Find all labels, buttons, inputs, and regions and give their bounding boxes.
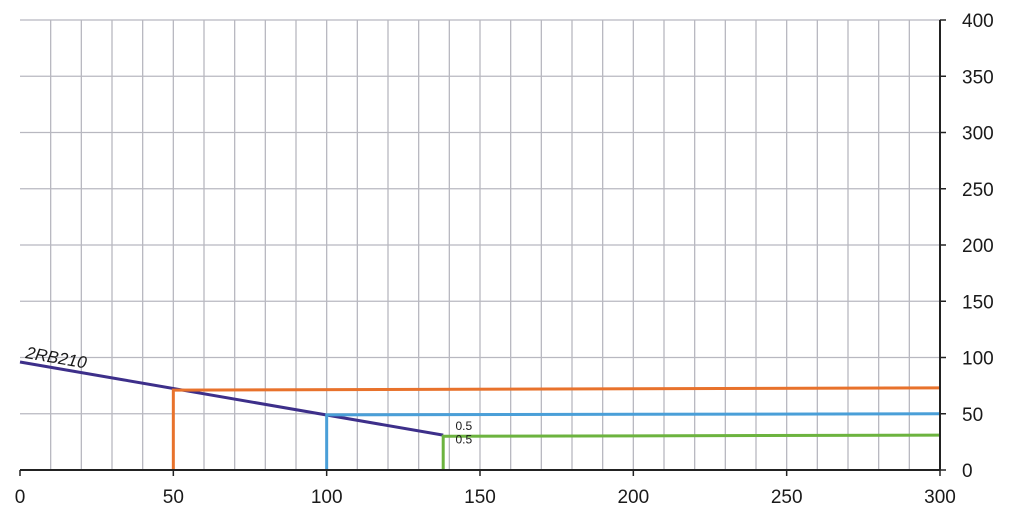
x-tick-label: 0 <box>15 487 26 508</box>
annotation-label: 0.5 <box>455 433 472 447</box>
x-tick-label: 250 <box>771 487 803 508</box>
y-tick-label: 50 <box>962 405 983 426</box>
x-tick-label: 50 <box>163 487 184 508</box>
x-tick-label: 150 <box>464 487 496 508</box>
annotation-label: 0.5 <box>455 419 472 433</box>
y-tick-label: 0 <box>962 461 973 482</box>
series-line <box>325 412 941 470</box>
grid <box>20 19 940 470</box>
y-tick-label: 300 <box>962 124 994 145</box>
series-line-2rb210 <box>19 360 444 437</box>
y-tick-label: 400 <box>962 11 994 32</box>
y-tick-label: 150 <box>962 292 994 313</box>
x-tick-label: 100 <box>311 487 343 508</box>
x-tick-label: 200 <box>617 487 649 508</box>
series-lines <box>19 360 941 470</box>
y-tick-label: 250 <box>962 180 994 201</box>
x-tick-label: 300 <box>924 487 956 508</box>
axes <box>19 19 946 476</box>
series-line <box>441 433 941 470</box>
series-line <box>171 386 941 470</box>
y-tick-label: 200 <box>962 236 994 257</box>
y-tick-label: 350 <box>962 67 994 88</box>
labels: 0 50 100 150 200 250 300 0 50 100 150 200 250 300 350 4… <box>15 11 994 508</box>
y-tick-label: 100 <box>962 349 994 370</box>
